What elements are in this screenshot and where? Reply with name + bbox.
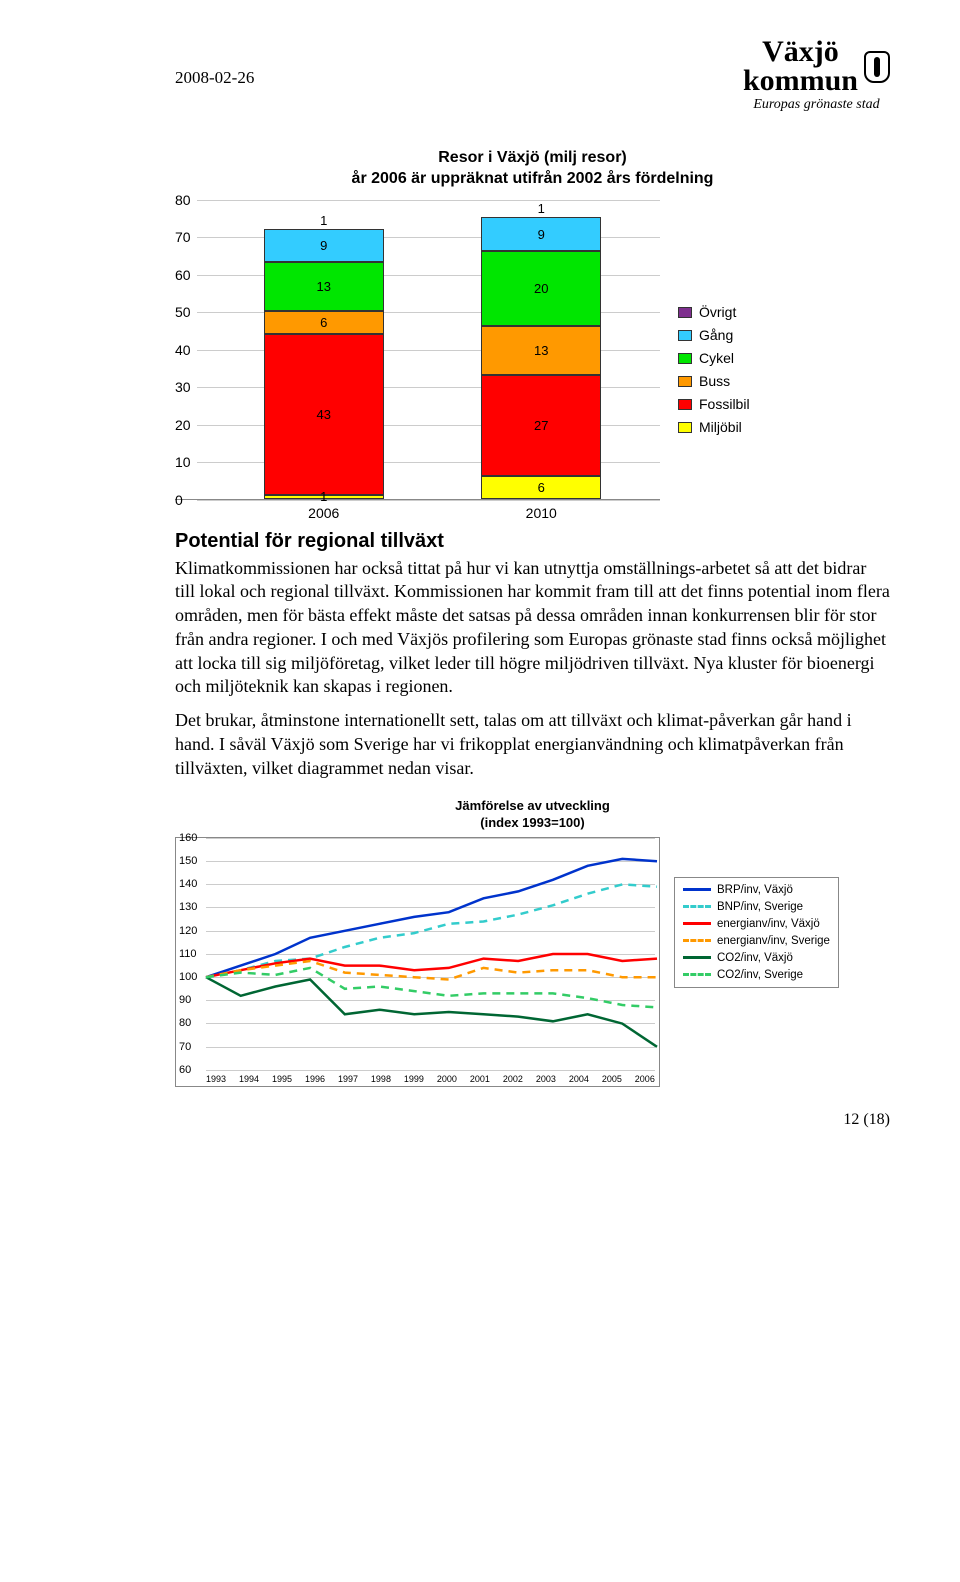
logo: Växjö kommun Europas grönaste stad bbox=[743, 38, 890, 113]
chart1-plot: 0102030405060708014361391200662713209120… bbox=[175, 200, 660, 500]
chart1-title: Resor i Växjö (milj resor) år 2006 är up… bbox=[175, 148, 890, 190]
logo-tagline: Europas grönaste stad bbox=[743, 97, 890, 113]
doc-date: 2008-02-26 bbox=[175, 68, 254, 88]
body-para-1: Klimatkommissionen har också tittat på h… bbox=[175, 557, 890, 700]
chart1: 0102030405060708014361391200662713209120… bbox=[175, 200, 890, 500]
page-number: 12 (18) bbox=[175, 1111, 890, 1129]
chart1-legend: ÖvrigtGångCykelBussFossilbilMiljöbil bbox=[678, 200, 750, 500]
chart2-plot: 6070809010011012013014015016019931994199… bbox=[175, 837, 660, 1087]
logo-line1: Växjö bbox=[743, 38, 858, 67]
shield-icon bbox=[864, 51, 890, 83]
page-header: 2008-02-26 Växjö kommun Europas grönaste… bbox=[175, 38, 890, 113]
logo-line2: kommun bbox=[743, 67, 858, 96]
chart2-legend: BRP/inv, VäxjöBNP/inv, Sverigeenergianv/… bbox=[674, 877, 839, 988]
chart2: 6070809010011012013014015016019931994199… bbox=[175, 837, 890, 1087]
chart2-title: Jämförelse av utveckling (index 1993=100… bbox=[175, 798, 890, 831]
body-para-2: Det brukar, åtminstone internationellt s… bbox=[175, 709, 890, 780]
section-heading: Potential för regional tillväxt bbox=[175, 530, 890, 553]
